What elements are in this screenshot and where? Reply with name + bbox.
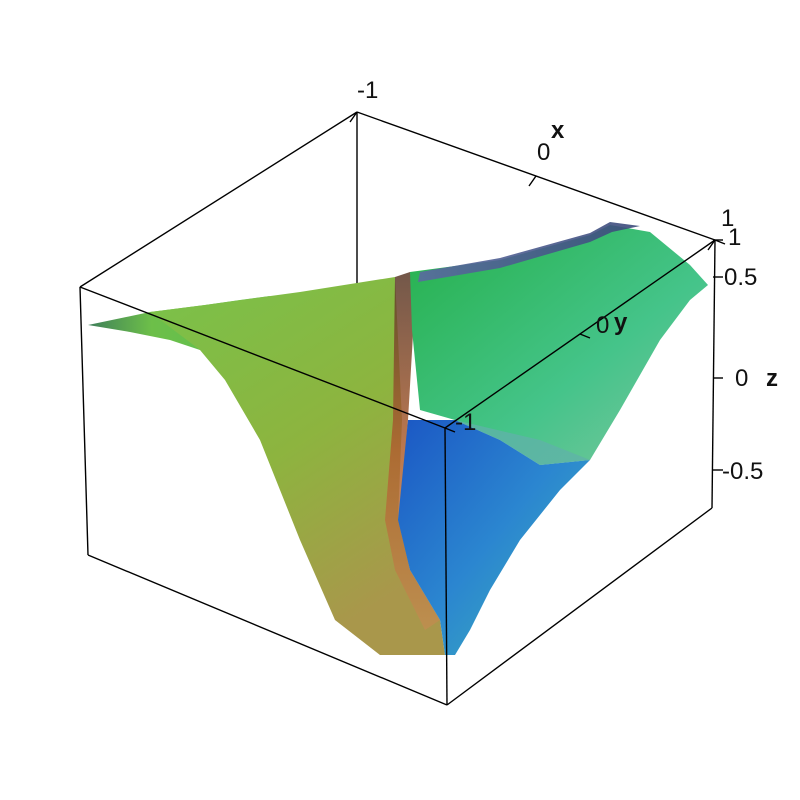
x-axis-tick bbox=[707, 239, 716, 251]
z-axis-title: z bbox=[766, 365, 778, 392]
surface-patch-crease bbox=[385, 272, 440, 630]
z-tick-label: -0.5 bbox=[722, 458, 763, 485]
box-edge bbox=[79, 111, 358, 288]
box-edge bbox=[87, 554, 448, 706]
surface-patch-top-edge bbox=[418, 222, 640, 282]
box-edge bbox=[711, 239, 716, 509]
x-tick-label: -1 bbox=[357, 77, 378, 104]
x-axis-title: x bbox=[551, 117, 565, 144]
y-tick-label: 1 bbox=[728, 224, 741, 251]
x-tick-label: 1 bbox=[721, 205, 734, 232]
surface-patch-right-top bbox=[410, 225, 708, 465]
y-tick-label: -1 bbox=[455, 409, 476, 436]
box-edge bbox=[444, 427, 448, 706]
box-edge bbox=[79, 286, 89, 556]
y-axis-tick bbox=[579, 333, 591, 339]
axis-ticks bbox=[349, 111, 726, 471]
box-edge bbox=[79, 286, 446, 429]
x-axis-tick bbox=[349, 111, 358, 123]
x-tick-label: 0 bbox=[537, 139, 550, 166]
z-tick-label: 0.5 bbox=[724, 264, 757, 291]
y-axis-tick bbox=[444, 427, 456, 433]
y-axis-title: y bbox=[614, 309, 628, 336]
surface-patch-teal bbox=[455, 420, 590, 465]
y-tick-label: 0 bbox=[596, 312, 609, 339]
x-axis-tick bbox=[528, 175, 537, 187]
surface-patch-left-face bbox=[150, 277, 445, 655]
z-tick-label: 0 bbox=[735, 365, 748, 392]
surface bbox=[88, 222, 708, 655]
box-edge bbox=[446, 507, 713, 706]
